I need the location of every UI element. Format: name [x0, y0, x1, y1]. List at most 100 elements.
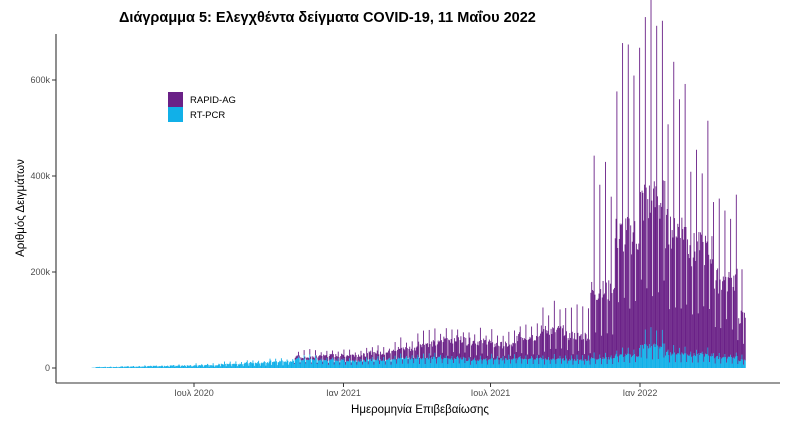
bar-rapid-ag: [334, 357, 336, 362]
bar-rt-pcr: [274, 361, 276, 368]
bar-rt-pcr: [534, 359, 536, 368]
bar-rt-pcr: [276, 361, 277, 368]
bar-rt-pcr: [440, 354, 442, 368]
bar-rt-pcr: [602, 357, 604, 368]
bar-rt-pcr: [319, 360, 321, 368]
bar-rt-pcr: [155, 365, 156, 368]
bar-rapid-ag: [723, 280, 725, 358]
bar-rt-pcr: [224, 363, 226, 368]
bar-rt-pcr: [148, 365, 150, 368]
bar-rt-pcr: [365, 361, 367, 368]
bar-rapid-ag: [577, 332, 579, 360]
bar-rt-pcr: [116, 366, 117, 368]
bar-rapid-ag: [578, 350, 580, 364]
bar-rt-pcr: [335, 359, 337, 368]
bar-rapid-ag: [354, 352, 356, 360]
bar-rapid-ag: [332, 354, 334, 360]
legend-swatch-rapid-ag: [168, 92, 183, 107]
bar-rapid-ag: [297, 355, 299, 359]
bar-rapid-ag: [574, 332, 576, 360]
bar-rt-pcr: [197, 366, 199, 368]
bar-rt-pcr: [450, 358, 452, 368]
bar-rt-pcr: [716, 356, 718, 368]
bar-rapid-ag: [696, 149, 697, 350]
bar-rt-pcr: [430, 363, 432, 368]
bar-rt-pcr: [560, 358, 562, 368]
bar-rt-pcr: [605, 357, 607, 368]
bar-rt-pcr: [363, 359, 365, 368]
bar-rt-pcr: [188, 365, 190, 368]
bar-rt-pcr: [724, 354, 726, 368]
bar-rt-pcr: [536, 355, 538, 368]
bar-rapid-ag: [335, 354, 337, 360]
bar-rapid-ag: [461, 342, 463, 360]
bar-rapid-ag: [368, 351, 370, 360]
bar-rapid-ag: [340, 356, 342, 361]
bar-rt-pcr: [263, 361, 265, 368]
bar-rt-pcr: [737, 364, 739, 368]
bar-rt-pcr: [653, 343, 655, 368]
bar-rt-pcr: [183, 365, 185, 368]
bar-rapid-ag: [666, 208, 668, 352]
bar-rt-pcr: [347, 361, 349, 368]
bar-rt-pcr: [310, 363, 312, 368]
bar-rt-pcr: [691, 362, 693, 368]
bar-rapid-ag: [319, 355, 321, 361]
bar-rt-pcr: [207, 363, 208, 368]
bar-rapid-ag: [653, 188, 654, 345]
bar-rapid-ag: [339, 362, 341, 365]
bar-rapid-ag: [505, 341, 507, 359]
bar-rt-pcr: [655, 344, 657, 368]
bar-rt-pcr: [719, 357, 721, 368]
bar-rt-pcr: [540, 358, 542, 368]
bar-rapid-ag: [637, 249, 639, 357]
bar-rt-pcr: [669, 362, 671, 368]
bar-rt-pcr: [490, 358, 492, 368]
bar-rapid-ag: [672, 237, 674, 355]
bar-rt-pcr: [241, 361, 243, 368]
bar-rt-pcr: [405, 357, 407, 368]
bar-rt-pcr: [115, 367, 117, 368]
bar-rt-pcr: [236, 364, 238, 368]
bar-rt-pcr: [647, 345, 649, 368]
bar-rapid-ag: [657, 292, 659, 359]
bar-rt-pcr: [488, 359, 489, 368]
bar-rapid-ag: [482, 343, 484, 361]
bar-rt-pcr: [720, 363, 722, 368]
bar-rt-pcr: [562, 358, 564, 368]
bar-rapid-ag: [653, 181, 655, 344]
bar-rt-pcr: [574, 359, 576, 368]
bar-rt-pcr: [501, 360, 503, 368]
bar-rt-pcr: [269, 358, 271, 368]
bar-rt-pcr: [652, 359, 654, 368]
bar-rt-pcr: [608, 357, 610, 368]
bar-rapid-ag: [392, 350, 394, 360]
bar-rt-pcr: [631, 356, 633, 368]
bar-rt-pcr: [678, 347, 680, 368]
bar-rt-pcr: [691, 356, 693, 368]
bar-rapid-ag: [488, 339, 490, 360]
bar-rapid-ag: [675, 236, 677, 355]
bar-rapid-ag: [535, 340, 537, 360]
bar-rapid-ag: [518, 334, 520, 358]
bar-rapid-ag: [650, 0, 652, 328]
bar-rapid-ag: [455, 341, 457, 360]
bar-rt-pcr: [270, 360, 272, 368]
bar-rt-pcr: [233, 363, 235, 368]
bar-rapid-ag: [417, 333, 419, 355]
x-ticks: Ιουλ 2020 Ιαν 2021 Ιουλ 2021 Ιαν 2022: [174, 383, 657, 398]
bar-rapid-ag: [604, 293, 606, 359]
bar-rt-pcr: [485, 358, 487, 368]
bar-rt-pcr: [476, 360, 478, 368]
bar-rt-pcr: [587, 360, 589, 368]
bar-rapid-ag: [416, 346, 418, 360]
bar-rt-pcr: [399, 358, 401, 368]
bar-rapid-ag: [360, 350, 362, 359]
bar-rapid-ag: [570, 307, 572, 356]
bar-rt-pcr: [149, 366, 151, 368]
bar-rt-pcr: [108, 367, 110, 368]
x-tick-label: Ιαν 2021: [326, 388, 361, 398]
bar-rapid-ag: [462, 332, 464, 357]
bar-rapid-ag: [720, 328, 722, 364]
bar-rt-pcr: [508, 354, 510, 368]
